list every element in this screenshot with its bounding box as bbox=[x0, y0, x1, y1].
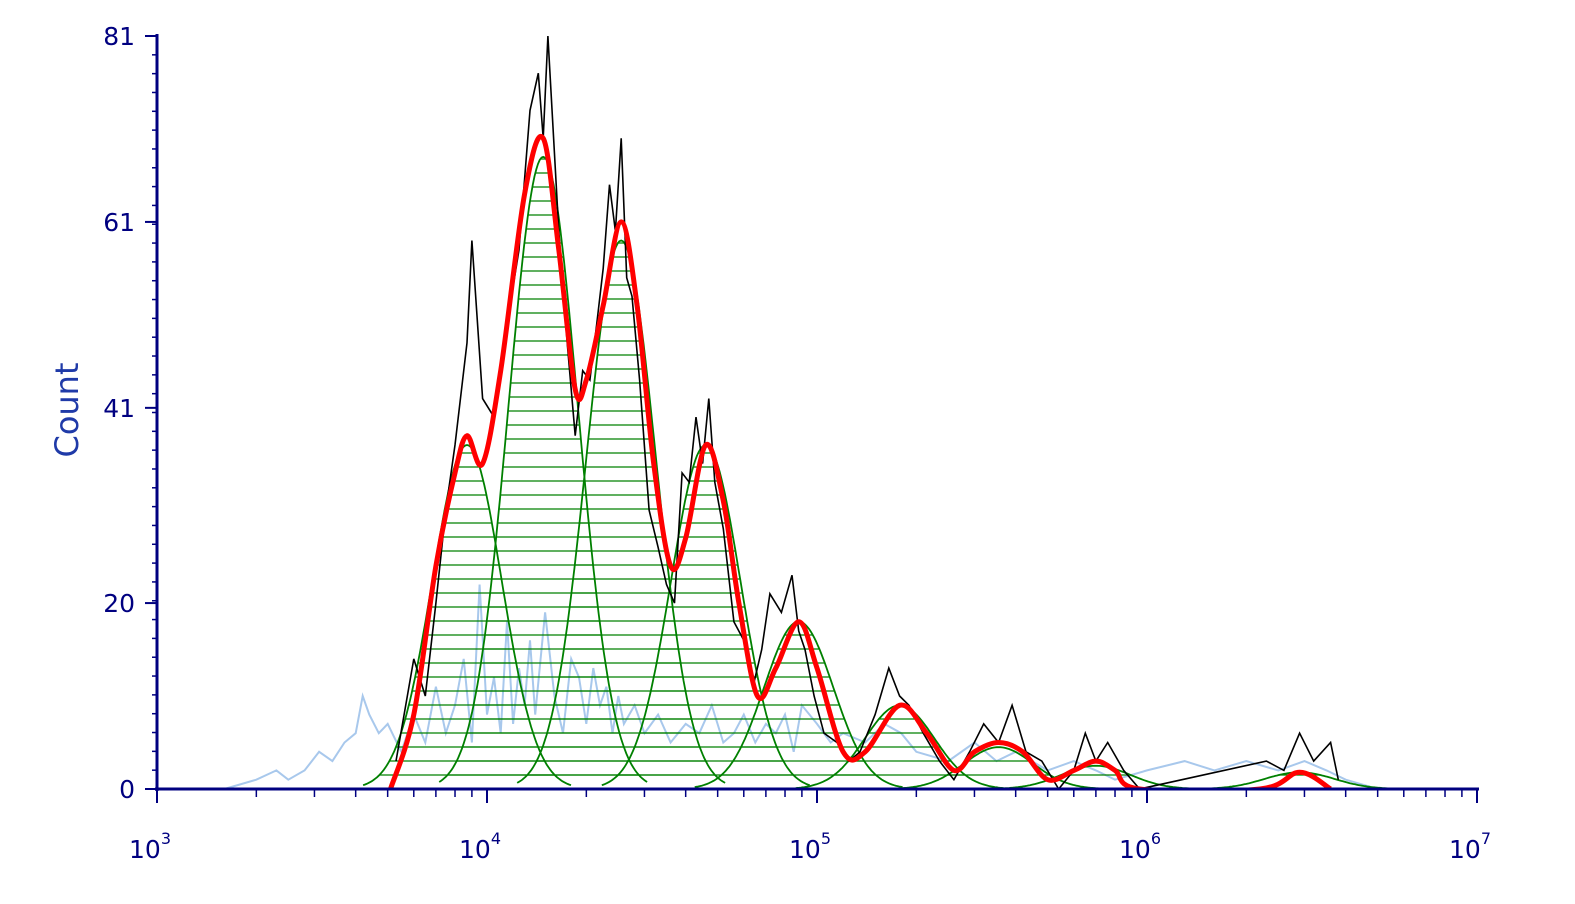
fit-component-8 bbox=[991, 764, 1200, 790]
y-tick-label: 81 bbox=[103, 22, 135, 51]
x-tick-label: 107 bbox=[1449, 829, 1491, 864]
sample-histogram bbox=[395, 35, 1340, 790]
component-hatch bbox=[439, 158, 648, 776]
x-tick-label: 103 bbox=[129, 829, 171, 864]
y-axis-label: Count bbox=[48, 362, 86, 457]
x-tick-label: 105 bbox=[789, 829, 831, 864]
x-tick-label: 106 bbox=[1119, 829, 1161, 864]
x-tick-label: 104 bbox=[459, 829, 501, 864]
control-histogram bbox=[224, 584, 1378, 790]
y-tick-label: 20 bbox=[103, 589, 135, 618]
y-tick-label: 61 bbox=[103, 208, 135, 237]
fit-components bbox=[362, 155, 1404, 790]
y-tick-label: 41 bbox=[103, 394, 135, 423]
fit-component-2 bbox=[438, 155, 648, 783]
control-histogram-trace bbox=[224, 584, 1378, 790]
component-hatch bbox=[894, 747, 1103, 789]
fit-component-3 bbox=[516, 239, 726, 784]
fit-component-7 bbox=[894, 746, 1103, 790]
fit-component-1 bbox=[362, 444, 572, 787]
fit-component-4 bbox=[601, 444, 810, 787]
y-tick-label: 0 bbox=[119, 775, 135, 804]
sample-histogram-trace bbox=[395, 35, 1340, 790]
fit-envelope-curve bbox=[388, 133, 1332, 790]
axes: 0 20 41 61 81 103 104 105 106 107 bbox=[103, 22, 1491, 864]
fit-envelope bbox=[388, 133, 1332, 790]
